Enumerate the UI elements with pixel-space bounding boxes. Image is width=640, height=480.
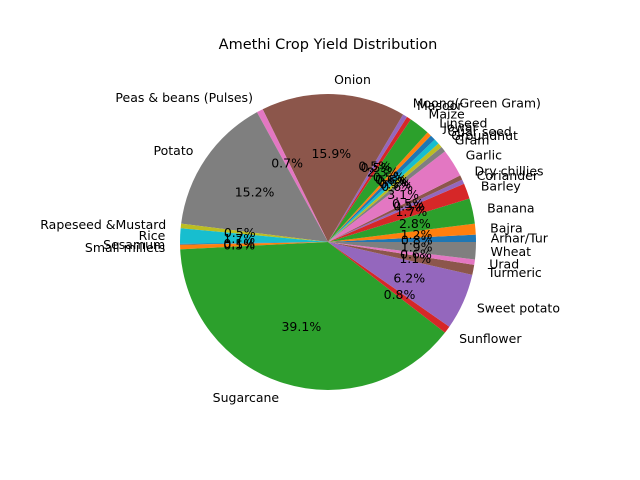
pct-label-rapeseed-mustard: 0.5% <box>224 225 256 240</box>
label-potato: Potato <box>154 143 194 158</box>
label-masoor: Masoor <box>417 98 463 113</box>
slice-bajra <box>328 223 476 242</box>
label-jowar: Jowar <box>442 120 478 135</box>
pct-label-groundnut: 0.5% <box>379 176 411 191</box>
label-gram: Gram <box>455 132 490 147</box>
pct-label-arhar-tur: 0.8% <box>401 232 433 247</box>
label-urad: Urad <box>489 257 519 272</box>
slice-wheat <box>328 242 476 260</box>
pct-label-sugarcane: 39.1% <box>281 319 321 334</box>
slice-arhar-tur <box>328 234 476 242</box>
label-linseed: Linseed <box>439 116 487 131</box>
slice-dry-chillies <box>328 175 463 242</box>
label-turmeric: Turmeric <box>487 265 542 280</box>
pct-label-dry-chillies: 0.5% <box>392 196 424 211</box>
pct-label-moong-green-gram: 0.5% <box>358 159 390 174</box>
pct-label-garlic: 3.1% <box>387 187 419 202</box>
pct-label-gram: 0.6% <box>381 179 413 194</box>
label-sweet-potato: Sweet potato <box>477 300 560 315</box>
label-groundnut: Groundnut <box>451 128 518 143</box>
label-rice: Rice <box>139 228 166 243</box>
slice-peas-beans-pulses <box>256 109 328 242</box>
label-bajra: Bajra <box>490 220 523 235</box>
slice-guar-seed <box>328 139 439 242</box>
pct-label-small-millets: 0.5% <box>223 238 255 253</box>
pct-label-jowar: 0.6% <box>375 172 407 187</box>
pct-label-sunflower: 0.8% <box>384 287 416 302</box>
label-sesamum: Sesamum <box>103 237 165 252</box>
slice-maize <box>328 119 428 242</box>
pct-label-potato: 15.2% <box>235 185 275 200</box>
pct-label-peas-beans-pulses: 0.7% <box>271 156 303 171</box>
label-garlic: Garlic <box>466 148 502 163</box>
label-rapeseed-mustard: Rapeseed &Mustard <box>40 217 166 232</box>
pct-label-urad: 0.6% <box>400 247 432 262</box>
slice-gram <box>328 147 445 242</box>
label-onion: Onion <box>334 72 371 87</box>
slice-small-millets <box>180 242 328 250</box>
pct-label-sesamum: 0.1% <box>223 236 255 251</box>
slice-sesamum <box>180 242 328 245</box>
slice-sugarcane <box>180 242 445 391</box>
label-moong-green-gram: Moong(Green Gram) <box>413 95 541 110</box>
pct-label-sweet-potato: 6.2% <box>393 270 425 285</box>
pct-label-barley: 1.7% <box>395 204 427 219</box>
pct-label-linseed: 0.5% <box>373 170 405 185</box>
label-wheat: Wheat <box>491 244 532 259</box>
label-barley: Barley <box>481 178 522 193</box>
label-peas-beans-pulses: Peas & beans (Pulses) <box>115 90 253 105</box>
slice-moong-green-gram <box>328 114 407 242</box>
slice-linseed <box>328 132 431 242</box>
pct-label-onion: 15.9% <box>311 146 351 161</box>
slice-banana <box>328 198 475 242</box>
label-guar-seed: Guar seed <box>448 124 512 139</box>
label-maize: Maize <box>429 106 465 121</box>
slice-masoor <box>328 116 411 242</box>
label-dry-chillies: Dry chillies <box>475 164 544 179</box>
pct-label-guar-seed: 0.6% <box>377 174 409 189</box>
slice-garlic <box>328 151 461 242</box>
pct-label-banana: 2.8% <box>399 216 431 231</box>
label-sugarcane: Sugarcane <box>213 390 280 405</box>
label-arhar-tur: Arhar/Tur <box>491 230 549 245</box>
label-banana: Banana <box>487 200 534 215</box>
pct-label-maize: 2.3% <box>367 165 399 180</box>
label-coriander: Coriander <box>477 168 539 183</box>
slice-groundnut <box>328 143 442 242</box>
slice-urad <box>328 242 475 265</box>
slice-jowar <box>328 135 435 242</box>
pie-slices <box>180 94 476 391</box>
slice-sunflower <box>328 242 450 333</box>
label-small-millets: Small millets <box>85 240 165 255</box>
pct-label-coriander: 0.5% <box>393 198 425 213</box>
slice-sweet-potato <box>328 242 473 327</box>
pct-label-wheat: 1.9% <box>401 240 433 255</box>
label-sunflower: Sunflower <box>459 331 522 346</box>
slice-potato <box>181 112 328 243</box>
pct-label-turmeric: 1.1% <box>399 251 431 266</box>
slice-barley <box>328 183 470 242</box>
pct-label-masoor: 0.5% <box>361 160 393 175</box>
slice-turmeric <box>328 242 475 275</box>
chart-title: Amethi Crop Yield Distribution <box>219 37 438 53</box>
slice-rice <box>180 228 328 244</box>
pct-label-bajra: 1.2% <box>401 227 433 242</box>
slice-rapeseed-mustard <box>180 223 328 242</box>
pct-label-rice: 1.7% <box>223 231 255 246</box>
percent-labels: 0.8%1.2%2.8%1.7%0.5%0.5%3.1%0.6%0.5%0.6%… <box>223 146 432 334</box>
slice-onion <box>262 94 404 243</box>
slice-coriander <box>328 179 465 242</box>
